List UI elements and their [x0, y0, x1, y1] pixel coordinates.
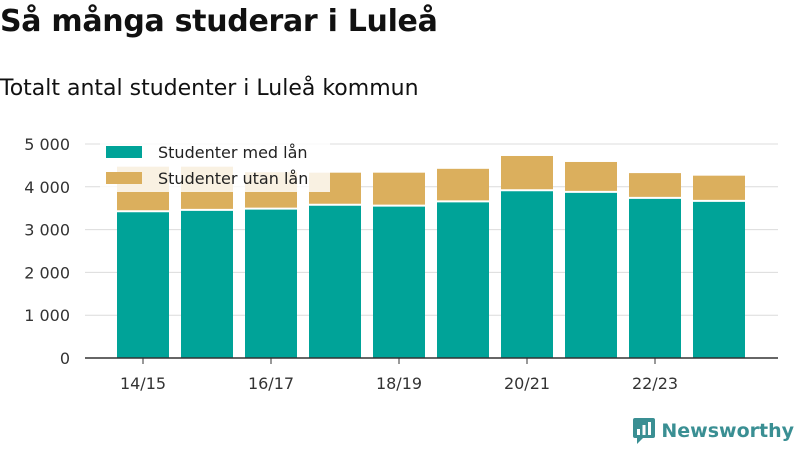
- bar-segment-utan-lan: [373, 172, 425, 206]
- bar-segment-utan-lan: [501, 155, 553, 191]
- chart-subtitle: Totalt antal studenter i Luleå kommun: [0, 76, 419, 101]
- bar-segment-med-lan: [629, 197, 681, 358]
- bar-segment-med-lan: [181, 209, 233, 358]
- bar-segment-med-lan: [501, 190, 553, 358]
- newsworthy-logo-icon: [633, 418, 656, 444]
- bar-segment-med-lan: [693, 200, 745, 358]
- bar-segment-med-lan: [309, 204, 361, 358]
- bar-segment-utan-lan: [693, 175, 745, 201]
- legend-swatch: [106, 172, 142, 184]
- y-tick-label: 3 000: [24, 221, 70, 240]
- chart-title: Så många studerar i Luleå: [0, 4, 438, 39]
- bar-segment-med-lan: [117, 211, 169, 358]
- bar-segment-med-lan: [565, 191, 617, 358]
- y-tick-label: 5 000: [24, 135, 70, 154]
- bar-segment-med-lan: [245, 208, 297, 358]
- x-tick-label: 14/15: [120, 374, 166, 393]
- bar-segment-med-lan: [437, 201, 489, 358]
- x-tick-label: 20/21: [504, 374, 550, 393]
- bar-segment-utan-lan: [437, 168, 489, 202]
- x-tick-label: 22/23: [632, 374, 678, 393]
- y-tick-label: 1 000: [24, 306, 70, 325]
- legend-label: Studenter utan lån: [158, 169, 308, 188]
- newsworthy-brand: Newsworthy: [633, 418, 794, 444]
- x-tick-label: 16/17: [248, 374, 294, 393]
- legend-swatch: [106, 146, 142, 158]
- stacked-bar-chart: 0 1 000 2 000 3 000 4 000 5 000 14/15 16/17 18/1…: [24, 135, 778, 393]
- bar-segment-utan-lan: [629, 173, 681, 198]
- legend-label: Studenter med lån: [158, 143, 308, 162]
- y-tick-label: 0: [60, 349, 70, 368]
- y-tick-label: 2 000: [24, 263, 70, 282]
- brand-name: Newsworthy: [661, 420, 794, 442]
- x-tick-label: 18/19: [376, 374, 422, 393]
- y-tick-label: 4 000: [24, 178, 70, 197]
- bar-segment-utan-lan: [565, 161, 617, 192]
- bar-segment-med-lan: [373, 205, 425, 358]
